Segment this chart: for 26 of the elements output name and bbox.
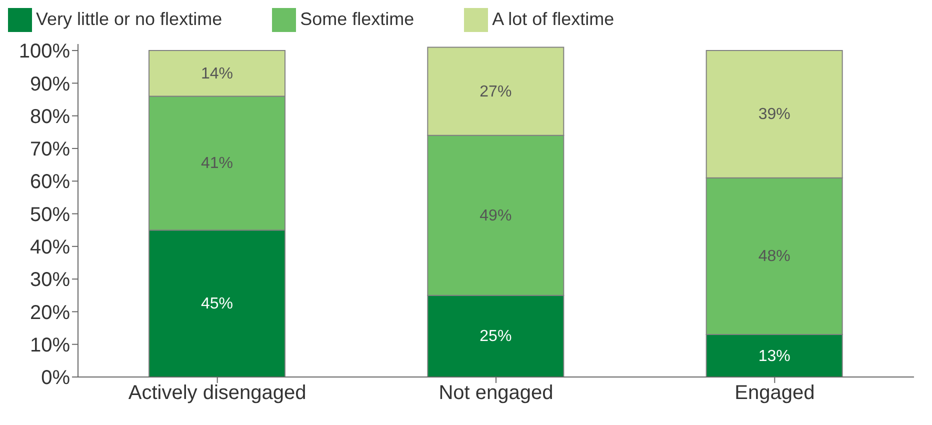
legend-label: Some flextime — [300, 8, 414, 29]
text: 39% — [758, 106, 790, 124]
text: 49% — [480, 207, 512, 224]
y-tick-label: 50% — [30, 204, 70, 226]
y-tick-label: 30% — [30, 269, 70, 292]
text: 48% — [758, 248, 790, 266]
x-tick-label: Not engaged — [438, 382, 554, 404]
y-tick-label: 70% — [30, 138, 70, 161]
x-tick-label: Engaged — [734, 382, 815, 404]
y-tick-label: 60% — [30, 171, 70, 194]
x-tick-label: Actively disengaged — [128, 382, 306, 404]
legend-label: A lot of flextime — [492, 8, 614, 29]
text: 27% — [480, 83, 512, 100]
text: 41% — [200, 155, 234, 172]
y-tick-label: 40% — [30, 236, 70, 259]
y-tick-label: 0% — [41, 367, 70, 390]
text: 45% — [200, 296, 234, 313]
legend-label: Very little or no flextime — [36, 8, 222, 29]
y-tick-label: 80% — [30, 106, 70, 128]
y-tick-label: 10% — [30, 334, 70, 356]
text: 13% — [758, 348, 790, 365]
text: 25% — [480, 328, 512, 346]
y-tick-label: 20% — [30, 302, 70, 324]
text: 14% — [200, 65, 234, 82]
y-tick-label: 100% — [18, 40, 70, 63]
y-tick-label: 90% — [30, 73, 70, 96]
